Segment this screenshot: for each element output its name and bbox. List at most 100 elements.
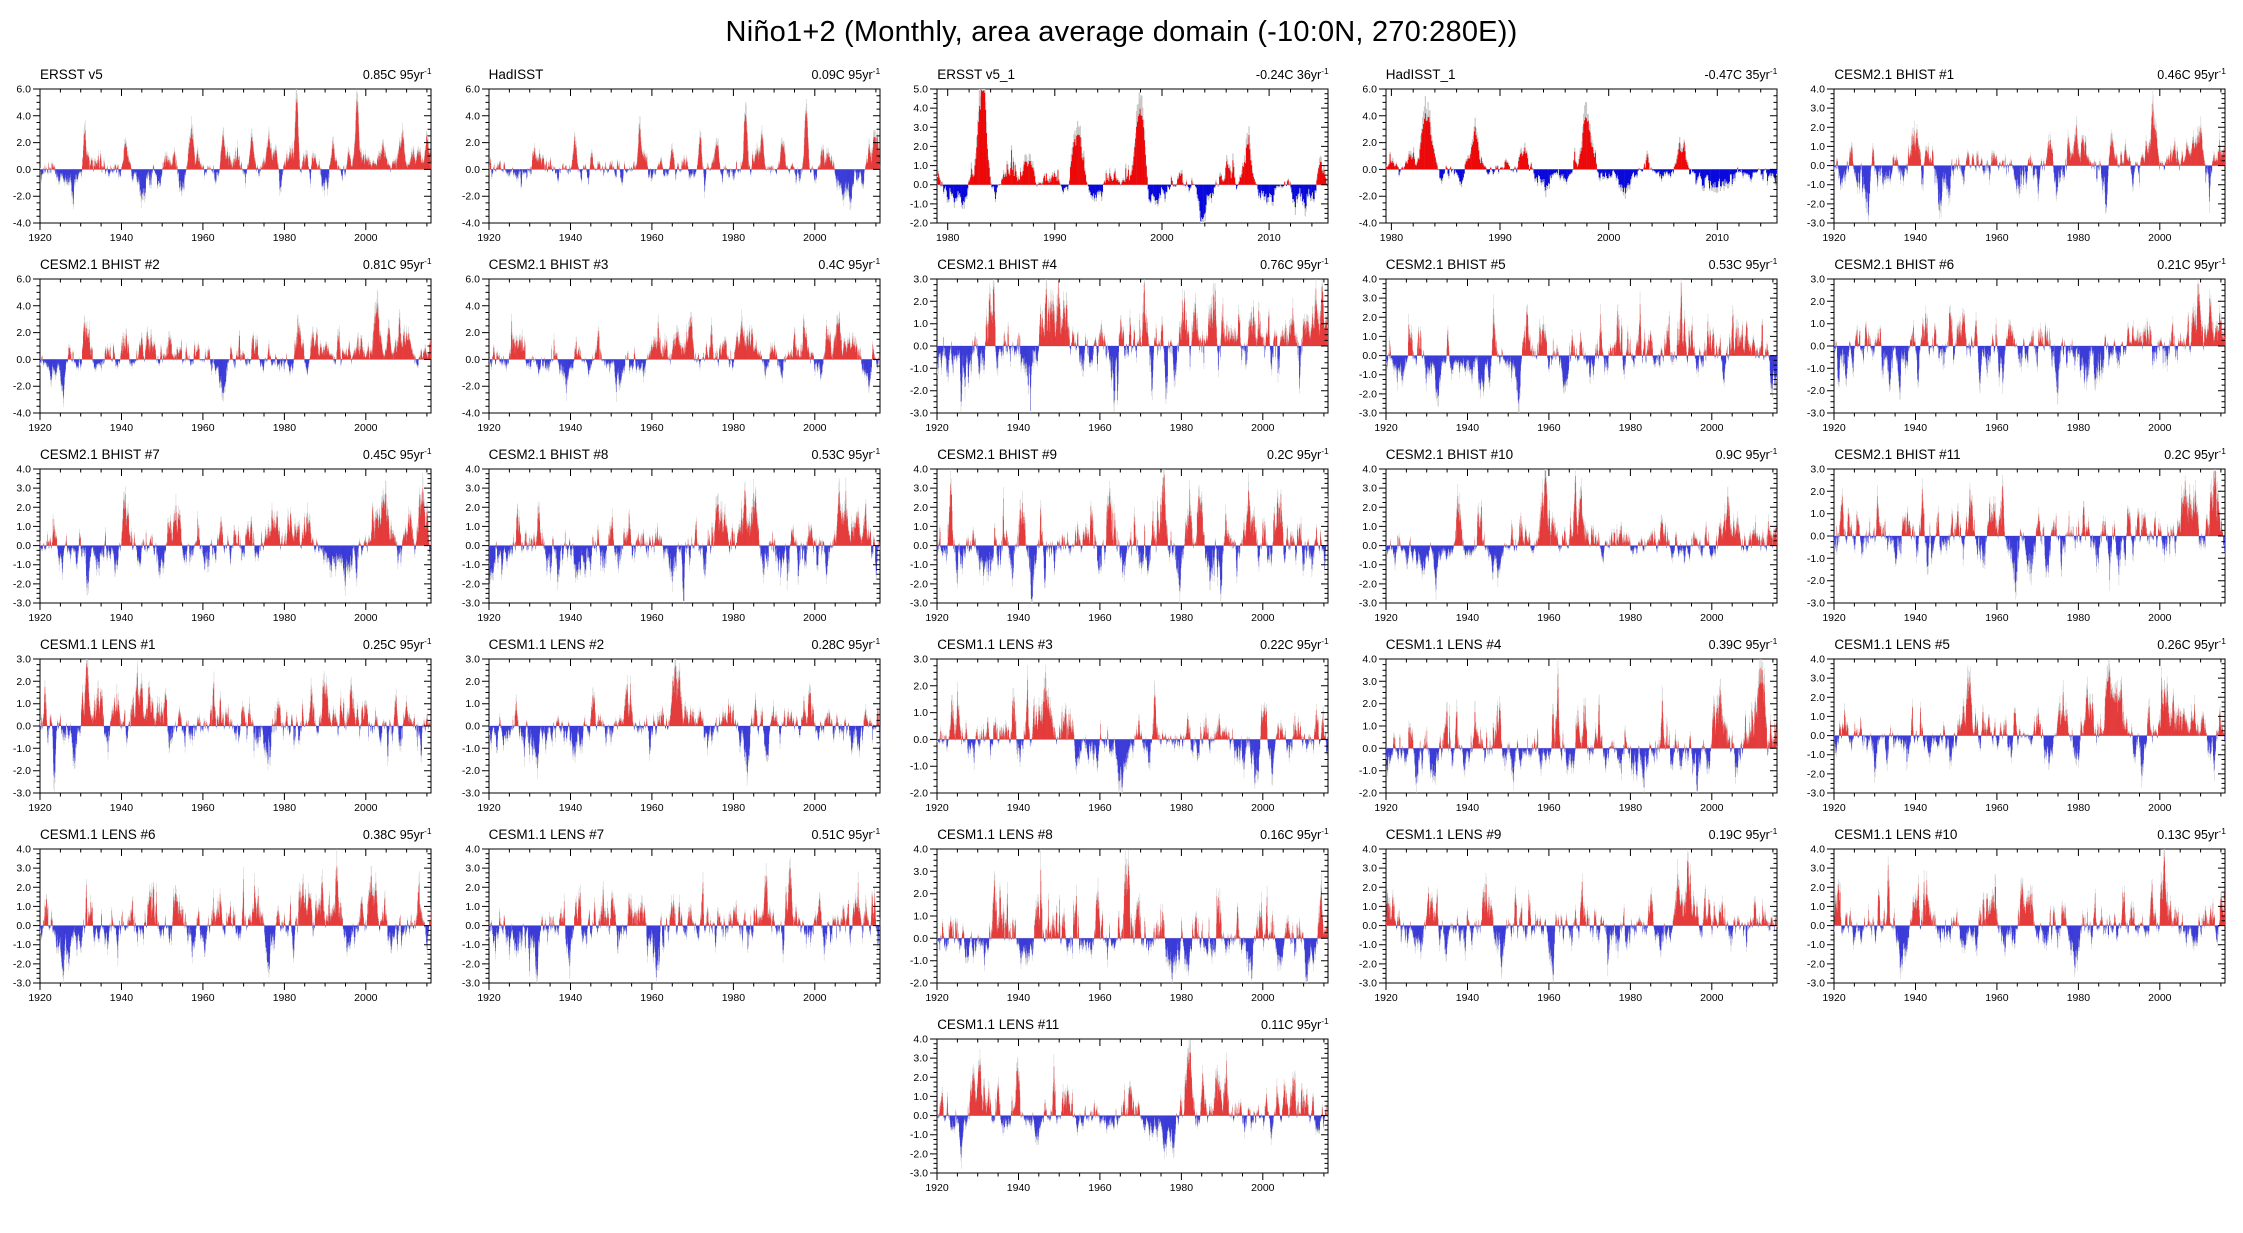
chart-plot: -3.0 -2.0 -1.0 0.0 1.0 2.0 3.0 4.0 1920 1940 1960 1… [13,844,432,1004]
chart-trend-label: 0.28C 95yr-1 [811,636,880,652]
x-tick-label: 1980 [1170,1182,1194,1194]
chart-trend-exponent: -1 [1769,825,1778,836]
chart-plot: -3.0 -2.0 -1.0 0.0 1.0 2.0 3.0 4.0 1920 1940 1960 1… [1807,84,2226,244]
x-tick-label: 1940 [1456,612,1480,624]
y-tick-label: 1.0 [1362,521,1377,533]
chart-title: CESM1.1 LENS #8 [937,827,1053,842]
y-tick-label: 1.0 [1811,318,1826,330]
y-tick-label: 2.0 [465,676,480,688]
y-tick-label: 0.0 [1362,350,1377,362]
chart-title: HadISST [488,67,544,82]
chart-trend-value: 0.76C 95yr [1260,258,1322,272]
x-tick-label: 1940 [1904,992,1928,1004]
chart-panel-cesm2-1-bhist-1: CESM2.1 BHIST #1 0.46C 95yr-1 -3.0 -2.0 -1… [1794,61,2243,251]
chart-plot: -4.0 -2.0 0.0 2.0 4.0 6.0 1980 1990 2000 2010 [1359,84,1778,244]
chart-panel-cesm1-1-lens-2: CESM1.1 LENS #2 0.28C 95yr-1 -3.0 -2.0 -1.… [449,631,898,821]
x-tick-label: 1920 [1374,422,1398,434]
y-tick-label: -3.0 [1807,598,1825,610]
chart-plot: -4.0 -2.0 0.0 2.0 4.0 6.0 1920 1940 1960 1980 2000 [462,84,881,244]
y-tick-label: 0.0 [914,179,929,191]
y-tick-label: 3.0 [914,274,929,286]
chart-trend-value: 0.9C 95yr [1715,448,1770,462]
x-tick-label: 2000 [354,232,378,244]
chart-trend-value: 0.45C 95yr [362,448,425,462]
x-tick-label: 1920 [1823,612,1847,624]
chart-header: CESM1.1 LENS #8 0.16C 95yr-1 [897,821,1346,843]
y-tick-label: 4.0 [1811,84,1826,96]
chart-plot: -3.0 -2.0 -1.0 0.0 1.0 2.0 3.0 4.0 1920 1940 1960 1… [1807,844,2226,1004]
y-tick-label: 4.0 [914,103,929,115]
y-tick-label: 4.0 [1362,274,1377,286]
y-tick-label: 4.0 [1811,654,1826,666]
x-tick-label: 2000 [1700,422,1724,434]
chart-trend-value: 0.2C 95yr [2164,448,2219,462]
chart-trend-value: 0.13C 95yr [2157,828,2219,842]
y-tick-label: -3.0 [910,598,928,610]
chart-header: CESM1.1 LENS #3 0.22C 95yr-1 [897,631,1346,653]
y-tick-label: -3.0 [910,1168,928,1180]
x-tick-label: 1960 [1088,1182,1112,1194]
x-tick-label: 1980 [721,992,745,1004]
y-tick-label: 2.0 [16,676,31,688]
y-tick-label: -1.0 [1807,553,1825,565]
x-tick-label: 1980 [273,422,297,434]
y-tick-label: 4.0 [1362,654,1377,666]
x-tick-label: 1980 [721,612,745,624]
y-tick-label: 3.0 [465,654,480,666]
chart-title: HadISST_1 [1385,67,1456,82]
x-tick-label: 1960 [1537,992,1561,1004]
y-tick-label: -4.0 [13,408,31,420]
x-tick-label: 1920 [1374,802,1398,814]
y-tick-label: 6.0 [1362,84,1377,96]
y-tick-label: 2.0 [1811,882,1826,894]
y-tick-label: 0.0 [1811,160,1826,172]
chart-header: CESM2.1 BHIST #5 0.53C 95yr-1 [1346,251,1795,273]
x-tick-label: 1940 [1456,992,1480,1004]
y-tick-label: 3.0 [914,483,929,495]
y-tick-label: -1.0 [13,939,31,951]
y-tick-label: 3.0 [1811,863,1826,875]
chart-trend-exponent: -1 [2218,255,2226,266]
chart-title: CESM1.1 LENS #3 [937,637,1053,652]
x-tick-label: 1940 [558,992,582,1004]
y-tick-label: 2.0 [1362,137,1377,149]
y-tick-label: 2.0 [914,502,929,514]
y-tick-label: 3.0 [465,863,480,875]
y-tick-label: 0.0 [914,540,929,552]
y-tick-label: 0.0 [914,1110,929,1122]
y-tick-label: -2.0 [910,578,928,590]
chart-trend-label: 0.53C 95yr-1 [811,446,880,462]
x-tick-label: 1960 [1537,422,1561,434]
chart-title: CESM2.1 BHIST #2 [40,257,160,272]
chart-header: CESM2.1 BHIST #1 0.46C 95yr-1 [1794,61,2243,83]
y-tick-label: 1.0 [1811,901,1826,913]
chart-panel-cesm1-1-lens-10: CESM1.1 LENS #10 0.13C 95yr-1 -3.0 -2.0 -1… [1794,821,2243,1011]
x-tick-label: 1980 [273,802,297,814]
chart-title: CESM2.1 BHIST #1 [1834,67,1955,82]
x-tick-label: 1920 [926,802,950,814]
chart-trend-value: 0.25C 95yr [362,638,425,652]
figure-title: Niño1+2 (Monthly, area average domain (-… [725,16,1518,48]
chart-trend-exponent: -1 [872,825,881,836]
chart-title: CESM1.1 LENS #6 [40,827,156,842]
x-tick-label: 1940 [110,612,134,624]
x-tick-label: 1980 [1170,612,1194,624]
chart-trend-label: 0.25C 95yr-1 [363,636,432,652]
x-tick-label: 2000 [2149,612,2173,624]
x-tick-label: 1960 [1088,992,1112,1004]
chart-panel-cesm1-1-lens-3: CESM1.1 LENS #3 0.22C 95yr-1 -2.0 -1.0 0.0… [897,631,1346,821]
chart-trend-exponent: -1 [1321,825,1329,836]
y-tick-label: -4.0 [13,218,31,230]
y-tick-label: 0.0 [914,734,929,746]
chart-title: CESM1.1 LENS #4 [1385,637,1502,652]
y-tick-label: -1.0 [1807,939,1825,951]
chart-header: CESM2.1 BHIST #3 0.4C 95yr-1 [449,251,898,273]
x-tick-label: 2000 [2149,802,2173,814]
chart-trend-label: 0.19C 95yr-1 [1709,826,1778,842]
chart-plot: -3.0 -2.0 -1.0 0.0 1.0 2.0 3.0 4.0 1920 1940 1960 1… [1359,464,1778,624]
chart-trend-value: 0.53C 95yr [811,448,873,462]
x-tick-label: 2000 [1251,1182,1275,1194]
x-tick-label: 1940 [558,802,582,814]
x-tick-label: 1980 [1618,992,1642,1004]
chart-trend-value: 0.85C 95yr [362,68,425,82]
